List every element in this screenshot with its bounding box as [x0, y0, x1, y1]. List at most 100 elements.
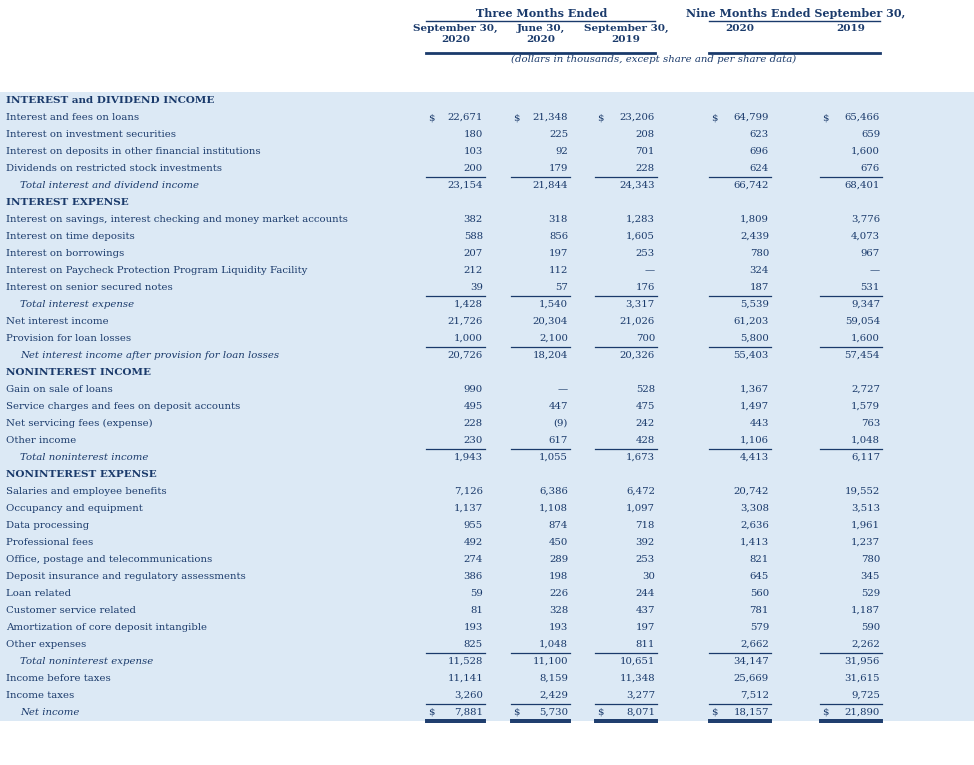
- Bar: [0, 296, 974, 313]
- Text: 1,673: 1,673: [626, 453, 655, 462]
- Text: 207: 207: [464, 249, 483, 258]
- Text: 31,615: 31,615: [844, 674, 880, 683]
- Text: 25,669: 25,669: [733, 674, 769, 683]
- Text: 623: 623: [750, 130, 769, 139]
- Text: 81: 81: [470, 606, 483, 615]
- Text: 447: 447: [548, 402, 568, 411]
- Bar: [0, 381, 974, 398]
- Text: 3,317: 3,317: [625, 300, 655, 309]
- Text: 324: 324: [750, 266, 769, 275]
- Text: 659: 659: [861, 130, 880, 139]
- Text: 645: 645: [750, 572, 769, 581]
- Text: 856: 856: [549, 232, 568, 241]
- Text: Other income: Other income: [6, 436, 76, 445]
- Text: Deposit insurance and regulatory assessments: Deposit insurance and regulatory assessm…: [6, 572, 245, 581]
- Text: September 30,
2020: September 30, 2020: [413, 24, 498, 44]
- Text: 1,428: 1,428: [454, 300, 483, 309]
- Text: Net interest income after provision for loan losses: Net interest income after provision for …: [20, 351, 280, 360]
- Text: INTEREST EXPENSE: INTEREST EXPENSE: [6, 198, 129, 207]
- Text: 345: 345: [861, 572, 880, 581]
- Bar: [0, 415, 974, 432]
- Bar: [0, 364, 974, 381]
- Text: Total noninterest expense: Total noninterest expense: [20, 657, 153, 666]
- Text: 624: 624: [750, 164, 769, 173]
- Bar: [0, 534, 974, 551]
- Text: 112: 112: [548, 266, 568, 275]
- Text: $: $: [711, 113, 718, 122]
- Text: 7,881: 7,881: [454, 708, 483, 717]
- Text: Salaries and employee benefits: Salaries and employee benefits: [6, 487, 167, 496]
- Bar: [0, 568, 974, 585]
- Text: (dollars in thousands, except share and per share data): (dollars in thousands, except share and …: [511, 55, 797, 64]
- Text: Total interest expense: Total interest expense: [20, 300, 134, 309]
- Text: Interest on savings, interest checking and money market accounts: Interest on savings, interest checking a…: [6, 215, 348, 224]
- Bar: [0, 330, 974, 347]
- Text: 2,662: 2,662: [740, 640, 769, 649]
- Bar: [0, 92, 974, 109]
- Bar: [0, 517, 974, 534]
- Text: 198: 198: [548, 572, 568, 581]
- Text: 228: 228: [636, 164, 655, 173]
- Text: 3,776: 3,776: [851, 215, 880, 224]
- Text: 197: 197: [548, 249, 568, 258]
- Text: 22,671: 22,671: [448, 113, 483, 122]
- Text: 9,725: 9,725: [851, 691, 880, 700]
- Bar: [0, 602, 974, 619]
- Text: 7,126: 7,126: [454, 487, 483, 496]
- Text: 1,097: 1,097: [626, 504, 655, 513]
- Text: 11,348: 11,348: [619, 674, 655, 683]
- Bar: [0, 177, 974, 194]
- Text: Customer service related: Customer service related: [6, 606, 136, 615]
- Text: 274: 274: [464, 555, 483, 564]
- Text: 781: 781: [750, 606, 769, 615]
- Text: 289: 289: [549, 555, 568, 564]
- Text: $: $: [513, 708, 519, 717]
- Text: Interest on borrowings: Interest on borrowings: [6, 249, 125, 258]
- Text: Provision for loan losses: Provision for loan losses: [6, 334, 131, 343]
- Text: 437: 437: [635, 606, 655, 615]
- Bar: [0, 245, 974, 262]
- Text: 955: 955: [464, 521, 483, 530]
- Text: 382: 382: [464, 215, 483, 224]
- Bar: [0, 313, 974, 330]
- Bar: [0, 126, 974, 143]
- Text: Other expenses: Other expenses: [6, 640, 87, 649]
- Text: Occupancy and equipment: Occupancy and equipment: [6, 504, 143, 513]
- Text: $: $: [428, 113, 434, 122]
- Text: 475: 475: [636, 402, 655, 411]
- Bar: [0, 262, 974, 279]
- Bar: [0, 619, 974, 636]
- Text: $: $: [822, 113, 829, 122]
- Text: Total interest and dividend income: Total interest and dividend income: [20, 181, 199, 190]
- Text: 1,055: 1,055: [540, 453, 568, 462]
- Text: $: $: [428, 708, 434, 717]
- Text: 18,204: 18,204: [533, 351, 568, 360]
- Text: 560: 560: [750, 589, 769, 598]
- Text: 590: 590: [861, 623, 880, 632]
- Text: —: —: [870, 266, 880, 275]
- Text: 718: 718: [636, 521, 655, 530]
- Text: 579: 579: [750, 623, 769, 632]
- Text: 179: 179: [548, 164, 568, 173]
- Text: 212: 212: [464, 266, 483, 275]
- Text: 617: 617: [548, 436, 568, 445]
- Text: 1,961: 1,961: [851, 521, 880, 530]
- Bar: [0, 347, 974, 364]
- Text: 811: 811: [636, 640, 655, 649]
- Text: 874: 874: [548, 521, 568, 530]
- Bar: [0, 687, 974, 704]
- Text: 59,054: 59,054: [844, 317, 880, 326]
- Text: 5,800: 5,800: [740, 334, 769, 343]
- Text: 696: 696: [750, 147, 769, 156]
- Text: 492: 492: [464, 538, 483, 547]
- Text: 1,000: 1,000: [454, 334, 483, 343]
- Text: 2,429: 2,429: [540, 691, 568, 700]
- Text: 19,552: 19,552: [844, 487, 880, 496]
- Text: 21,844: 21,844: [533, 181, 568, 190]
- Text: 244: 244: [636, 589, 655, 598]
- Text: 2,100: 2,100: [540, 334, 568, 343]
- Text: Interest and fees on loans: Interest and fees on loans: [6, 113, 139, 122]
- Text: INTEREST and DIVIDEND INCOME: INTEREST and DIVIDEND INCOME: [6, 96, 214, 105]
- Text: 64,799: 64,799: [733, 113, 769, 122]
- Text: June 30,
2020: June 30, 2020: [516, 24, 565, 44]
